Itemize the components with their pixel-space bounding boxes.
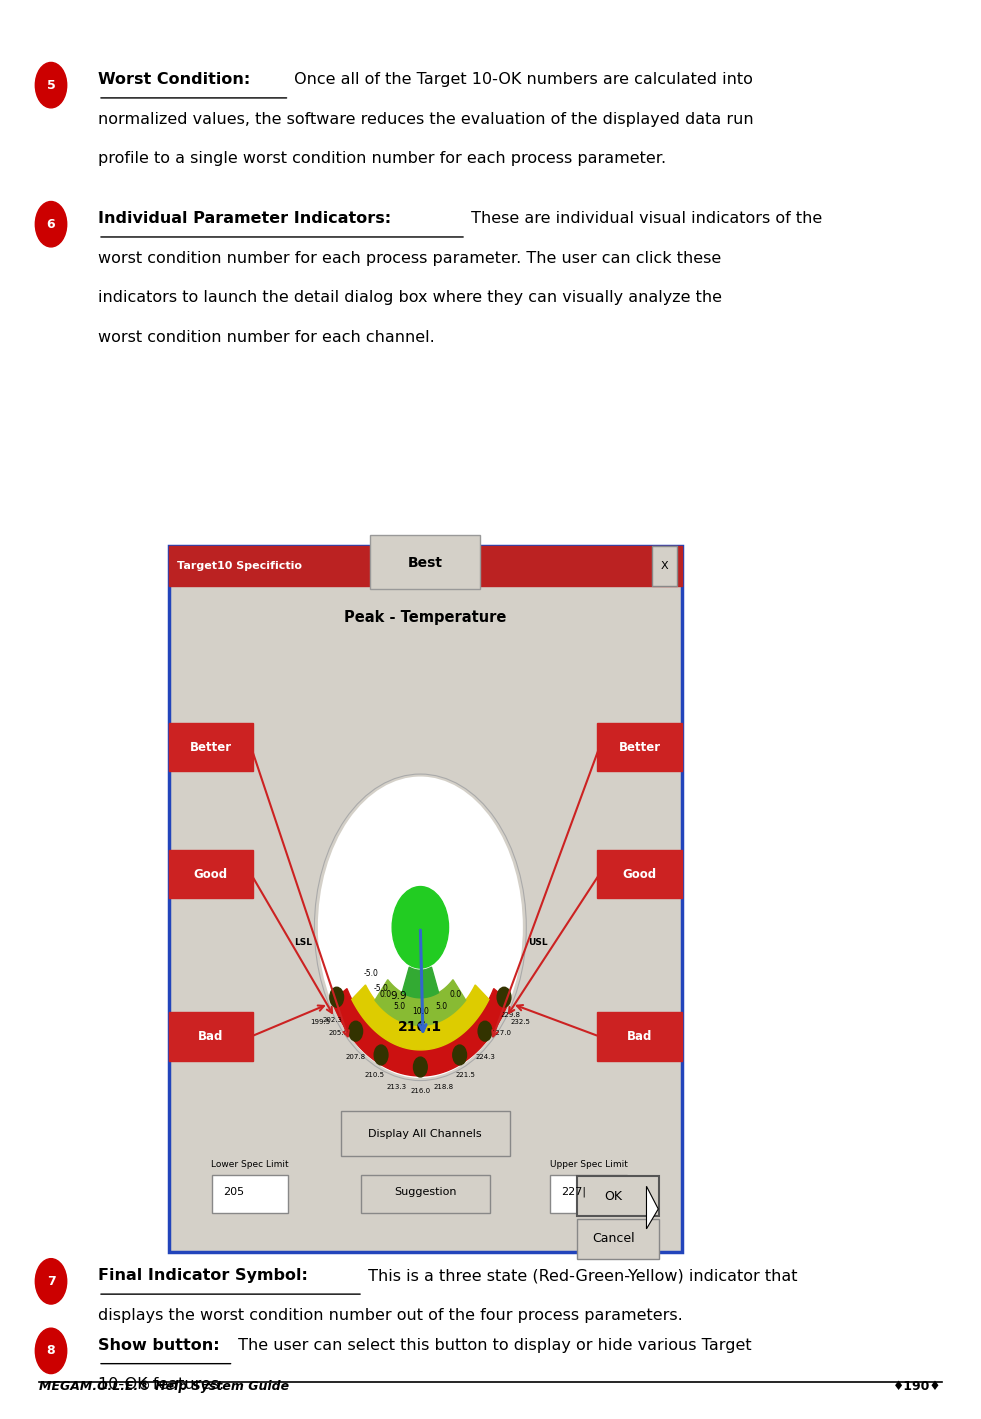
Text: OK: OK: [604, 1189, 622, 1203]
Text: 9.9: 9.9: [390, 992, 407, 1002]
FancyBboxPatch shape: [550, 1175, 627, 1213]
Circle shape: [374, 1044, 387, 1064]
Bar: [169, 546, 682, 1252]
Text: 5: 5: [47, 78, 55, 92]
Text: Good: Good: [623, 868, 656, 881]
Text: 227|: 227|: [561, 1186, 586, 1198]
Circle shape: [497, 988, 511, 1007]
Text: Final Indicator Symbol:: Final Indicator Symbol:: [98, 1269, 308, 1283]
Text: Best: Best: [408, 556, 442, 570]
Circle shape: [35, 62, 67, 108]
Text: 232.5: 232.5: [511, 1019, 531, 1025]
Circle shape: [330, 988, 343, 1007]
Text: 227.0: 227.0: [491, 1030, 512, 1036]
Text: Peak - Temperature: Peak - Temperature: [344, 610, 506, 624]
Circle shape: [35, 1259, 67, 1304]
Text: 213.3: 213.3: [387, 1084, 407, 1090]
FancyBboxPatch shape: [169, 724, 253, 772]
Text: 224.3: 224.3: [476, 1054, 495, 1060]
Text: Bad: Bad: [627, 1030, 652, 1043]
Text: X: X: [661, 561, 668, 572]
FancyBboxPatch shape: [169, 850, 253, 898]
Text: These are individual visual indicators of the: These are individual visual indicators o…: [466, 211, 822, 226]
Text: 10-OK features.: 10-OK features.: [98, 1378, 225, 1392]
Circle shape: [453, 1044, 467, 1064]
Text: displays the worst condition number out of the four process parameters.: displays the worst condition number out …: [98, 1308, 683, 1323]
Circle shape: [35, 201, 67, 247]
Text: Lower Spec Limit: Lower Spec Limit: [211, 1161, 289, 1169]
FancyBboxPatch shape: [577, 1219, 659, 1259]
Text: The user can select this button to display or hide various Target: The user can select this button to displ…: [233, 1338, 752, 1352]
Text: 6: 6: [47, 217, 55, 231]
Text: 202.3: 202.3: [323, 1016, 342, 1023]
Text: -5.0: -5.0: [373, 985, 388, 993]
Text: 5.0: 5.0: [393, 1002, 405, 1010]
Text: 199.5: 199.5: [310, 1019, 330, 1025]
Text: 8: 8: [47, 1344, 55, 1358]
Circle shape: [314, 773, 527, 1081]
Text: Show button:: Show button:: [98, 1338, 220, 1352]
Text: Display All Channels: Display All Channels: [369, 1128, 482, 1139]
Circle shape: [392, 887, 448, 968]
Polygon shape: [375, 979, 466, 1026]
Text: 207.8: 207.8: [345, 1054, 365, 1060]
Text: 210.5: 210.5: [365, 1071, 385, 1078]
Text: USL: USL: [529, 938, 548, 946]
Text: 205.0: 205.0: [329, 1030, 349, 1036]
Text: Better: Better: [190, 741, 232, 753]
Circle shape: [35, 1328, 67, 1374]
Circle shape: [414, 1057, 428, 1077]
FancyBboxPatch shape: [597, 1012, 682, 1060]
Text: Cancel: Cancel: [592, 1232, 635, 1246]
Text: 0.0: 0.0: [380, 990, 391, 999]
FancyBboxPatch shape: [341, 1111, 510, 1156]
Polygon shape: [402, 968, 439, 998]
Text: Better: Better: [619, 741, 660, 753]
Text: 216.1: 216.1: [398, 1020, 442, 1034]
FancyBboxPatch shape: [169, 1012, 253, 1060]
Polygon shape: [646, 1186, 658, 1229]
Bar: [169, 546, 682, 586]
Text: Suggestion: Suggestion: [394, 1186, 456, 1198]
FancyBboxPatch shape: [370, 535, 481, 589]
Text: 218.8: 218.8: [434, 1084, 454, 1090]
Text: Worst Condition:: Worst Condition:: [98, 72, 250, 87]
Polygon shape: [352, 985, 489, 1050]
Text: indicators to launch the detail dialog box where they can visually analyze the: indicators to launch the detail dialog b…: [98, 291, 722, 305]
Text: MEGAM.O.L.E.® Help System Guide: MEGAM.O.L.E.® Help System Guide: [39, 1381, 289, 1393]
Text: 5.0: 5.0: [436, 1002, 447, 1010]
Text: 205: 205: [223, 1186, 244, 1198]
Text: Once all of the Target 10-OK numbers are calculated into: Once all of the Target 10-OK numbers are…: [289, 72, 753, 87]
Circle shape: [478, 1022, 491, 1042]
Text: 0.0: 0.0: [449, 990, 461, 999]
Text: LSL: LSL: [294, 938, 312, 946]
Text: Bad: Bad: [198, 1030, 224, 1043]
Text: -5.0: -5.0: [364, 969, 379, 978]
Text: Good: Good: [194, 868, 228, 881]
Circle shape: [349, 1022, 363, 1042]
Text: worst condition number for each channel.: worst condition number for each channel.: [98, 331, 435, 345]
Text: ♦190♦: ♦190♦: [893, 1381, 942, 1393]
Text: normalized values, the software reduces the evaluation of the displayed data run: normalized values, the software reduces …: [98, 112, 753, 126]
Text: worst condition number for each process parameter. The user can click these: worst condition number for each process …: [98, 251, 721, 265]
Text: 10.0: 10.0: [412, 1007, 429, 1016]
Polygon shape: [332, 989, 509, 1076]
FancyBboxPatch shape: [212, 1175, 288, 1213]
Text: 229.8: 229.8: [500, 1012, 520, 1019]
FancyBboxPatch shape: [597, 724, 682, 772]
Text: This is a three state (Red-Green-Yellow) indicator that: This is a three state (Red-Green-Yellow)…: [363, 1269, 798, 1283]
Text: Individual Parameter Indicators:: Individual Parameter Indicators:: [98, 211, 391, 226]
FancyBboxPatch shape: [597, 850, 682, 898]
Text: Upper Spec Limit: Upper Spec Limit: [549, 1161, 628, 1169]
Text: 221.5: 221.5: [456, 1071, 476, 1078]
FancyBboxPatch shape: [361, 1175, 490, 1213]
Text: 7: 7: [47, 1274, 55, 1288]
Text: Target10 Specifictio: Target10 Specifictio: [177, 561, 301, 572]
Text: 216.0: 216.0: [410, 1088, 431, 1094]
Text: profile to a single worst condition number for each process parameter.: profile to a single worst condition numb…: [98, 152, 666, 166]
Bar: [652, 546, 677, 586]
FancyBboxPatch shape: [577, 1176, 659, 1216]
